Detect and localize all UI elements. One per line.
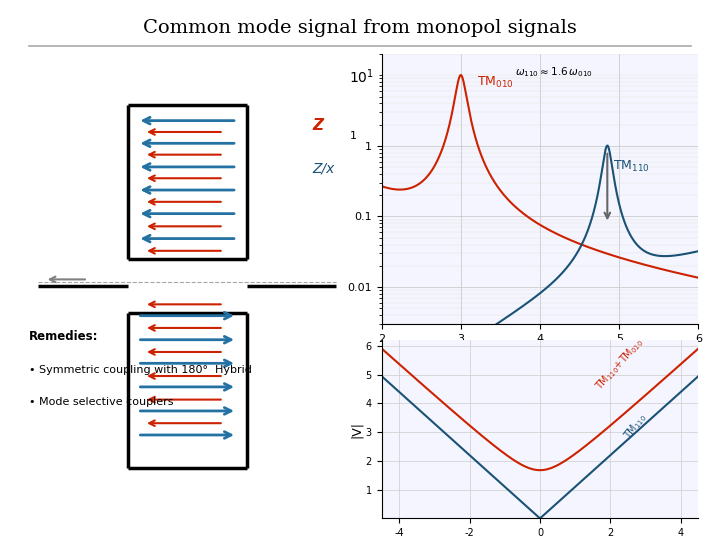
Text: TM$_{110}$: TM$_{110}$ (613, 159, 649, 174)
Text: Remedies:: Remedies: (29, 330, 99, 343)
Text: $\omega_{110} \approx 1.6\,\omega_{010}$: $\omega_{110} \approx 1.6\,\omega_{010}$ (515, 65, 593, 79)
Text: Common mode signal from monopol signals: Common mode signal from monopol signals (143, 19, 577, 37)
Text: Z: Z (312, 118, 323, 133)
Text: Z/x: Z/x (312, 162, 334, 176)
Text: TM$_{110}$: TM$_{110}$ (621, 410, 649, 442)
X-axis label: $\omega$: $\omega$ (533, 347, 547, 361)
Text: • Mode selective couplers: • Mode selective couplers (29, 397, 174, 407)
Text: TM$_{110}$+TM$_{010}$: TM$_{110}$+TM$_{010}$ (593, 335, 647, 393)
Text: TM$_{010}$: TM$_{010}$ (477, 76, 513, 91)
Y-axis label: |V|: |V| (350, 421, 363, 438)
Text: • Symmetric coupling with 180°  Hybrid: • Symmetric coupling with 180° Hybrid (29, 364, 252, 375)
Text: 1: 1 (350, 131, 357, 141)
